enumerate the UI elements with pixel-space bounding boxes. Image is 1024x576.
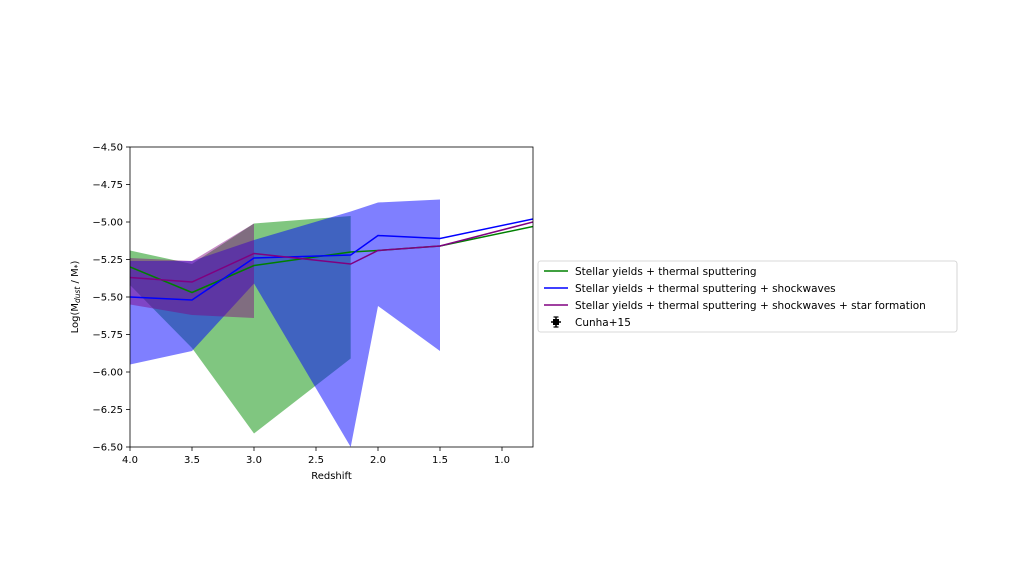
band-blue xyxy=(130,199,440,447)
x-tick-label: 3.0 xyxy=(246,455,262,466)
y-tick-label: −5.50 xyxy=(92,293,123,304)
y-axis-title: Log(Mdust / M*) xyxy=(70,261,82,334)
y-tick-label: −4.50 xyxy=(92,143,123,154)
y-axis-title-main: Log(M xyxy=(70,303,81,333)
x-tick-label: 4.0 xyxy=(122,455,138,466)
y-axis-title-star: * xyxy=(73,264,82,268)
x-tick-label: 1.0 xyxy=(494,455,510,466)
band-purple xyxy=(130,223,254,318)
x-tick-label: 3.5 xyxy=(184,455,200,466)
y-axis-title-rest: / M xyxy=(70,268,81,286)
y-axis-title-sub: dust xyxy=(73,286,82,303)
x-tick-label: 1.5 xyxy=(432,455,448,466)
series-line-3 xyxy=(130,221,533,283)
y-axis-title-end: ) xyxy=(70,261,81,265)
x-tick-label: 2.0 xyxy=(370,455,386,466)
x-axis-title: Redshift xyxy=(311,471,352,482)
legend-label: Stellar yields + thermal sputtering xyxy=(575,266,757,278)
legend-label: Cunha+15 xyxy=(575,317,631,329)
y-axis: −4.50 −4.75 −5.00 −5.25 −5.50 −5.75 −6.00 −6.25… xyxy=(92,143,130,454)
x-tick-label: 2.5 xyxy=(308,455,324,466)
legend-frame xyxy=(537,260,958,333)
y-tick-label: −5.25 xyxy=(92,255,123,266)
plot-area xyxy=(129,146,534,448)
y-tick-label: −6.50 xyxy=(92,443,123,454)
x-axis: 4.0 3.5 3.0 2.5 2.0 1.5 1.0 xyxy=(122,447,510,466)
y-tick-label: −5.75 xyxy=(92,330,123,341)
legend-label: Stellar yields + thermal sputtering + sh… xyxy=(575,300,926,312)
lines-layer xyxy=(130,218,533,301)
legend: Stellar yields + thermal sputtering Stell… xyxy=(537,260,958,333)
y-tick-label: −6.25 xyxy=(92,405,123,416)
y-tick-label: −6.00 xyxy=(92,368,123,379)
bands-layer xyxy=(130,199,440,447)
series-line-2 xyxy=(130,218,533,301)
legend-errorbar-marker xyxy=(551,316,561,328)
y-tick-label: −4.75 xyxy=(92,180,123,191)
legend-label: Stellar yields + thermal sputtering + sh… xyxy=(575,283,836,295)
y-tick-label: −5.00 xyxy=(92,218,123,229)
